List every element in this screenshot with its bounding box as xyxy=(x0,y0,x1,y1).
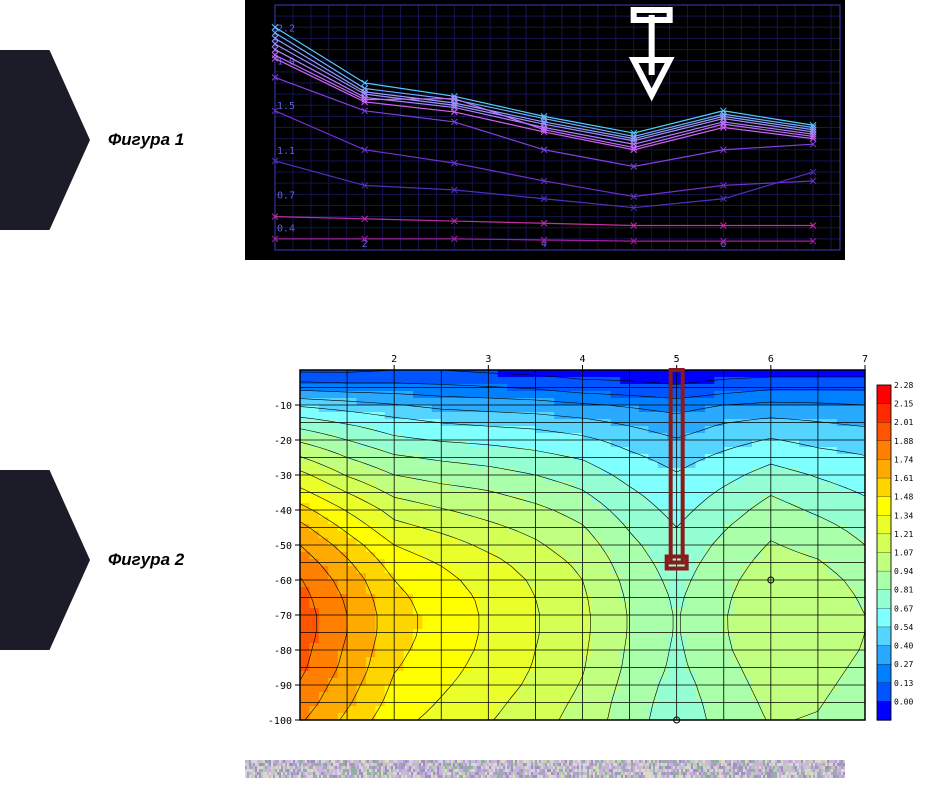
svg-text:-70: -70 xyxy=(274,611,292,622)
hex-shape-2 xyxy=(0,470,90,650)
svg-text:4: 4 xyxy=(579,354,585,365)
svg-text:-60: -60 xyxy=(274,576,292,587)
svg-text:1.88: 1.88 xyxy=(894,437,913,446)
figure2-svg: 2 3 4 5 6 7 -10 -20 -30 -40 -50 -60 -70 -80 -90 -100 2.2… xyxy=(245,350,930,730)
svg-text:6: 6 xyxy=(768,354,774,365)
svg-text:-90: -90 xyxy=(274,681,292,692)
noise-svg xyxy=(245,760,845,778)
figure2-chart: 2 3 4 5 6 7 -10 -20 -30 -40 -50 -60 -70 -80 -90 -100 2.2… xyxy=(245,350,930,730)
figure1-chart: 2460.40.71.11.51.92.2 xyxy=(245,0,845,260)
svg-text:-100: -100 xyxy=(268,716,292,727)
svg-text:0.00: 0.00 xyxy=(894,697,913,706)
svg-text:-10: -10 xyxy=(274,401,292,412)
svg-text:1.5: 1.5 xyxy=(277,101,295,112)
svg-text:0.7: 0.7 xyxy=(277,190,295,201)
svg-text:7: 7 xyxy=(862,354,868,365)
figure2-label-block: Фигура 2 xyxy=(0,470,184,650)
svg-text:0.13: 0.13 xyxy=(894,679,913,688)
svg-text:2: 2 xyxy=(391,354,397,365)
svg-text:1.61: 1.61 xyxy=(894,474,913,483)
svg-text:-40: -40 xyxy=(274,506,292,517)
svg-text:0.81: 0.81 xyxy=(894,586,913,595)
svg-text:0.94: 0.94 xyxy=(894,567,913,576)
svg-text:0.27: 0.27 xyxy=(894,660,913,669)
figure1-label-block: Фигура 1 xyxy=(0,50,184,230)
figure2-label: Фигура 2 xyxy=(108,550,184,570)
svg-text:1.34: 1.34 xyxy=(894,511,913,520)
svg-text:1.1: 1.1 xyxy=(277,146,295,157)
svg-text:-80: -80 xyxy=(274,646,292,657)
figure1-svg: 2460.40.71.11.51.92.2 xyxy=(245,0,845,260)
svg-text:2.28: 2.28 xyxy=(894,381,913,390)
svg-text:3: 3 xyxy=(485,354,491,365)
svg-text:5: 5 xyxy=(674,354,680,365)
svg-text:2.01: 2.01 xyxy=(894,418,913,427)
svg-text:-30: -30 xyxy=(274,471,292,482)
svg-text:1.48: 1.48 xyxy=(894,493,913,502)
svg-text:1.07: 1.07 xyxy=(894,549,913,558)
svg-text:2.2: 2.2 xyxy=(277,23,295,34)
hex-shape-1 xyxy=(0,50,90,230)
svg-text:2.15: 2.15 xyxy=(894,400,913,409)
figure1-label: Фигура 1 xyxy=(108,130,184,150)
svg-text:1.21: 1.21 xyxy=(894,530,913,539)
svg-text:-50: -50 xyxy=(274,541,292,552)
svg-text:0.40: 0.40 xyxy=(894,642,913,651)
svg-text:-20: -20 xyxy=(274,436,292,447)
svg-text:1.74: 1.74 xyxy=(894,455,913,464)
svg-text:0.67: 0.67 xyxy=(894,604,913,613)
svg-text:0.54: 0.54 xyxy=(894,623,913,632)
noise-strip xyxy=(245,760,845,778)
svg-text:0.4: 0.4 xyxy=(277,224,295,235)
